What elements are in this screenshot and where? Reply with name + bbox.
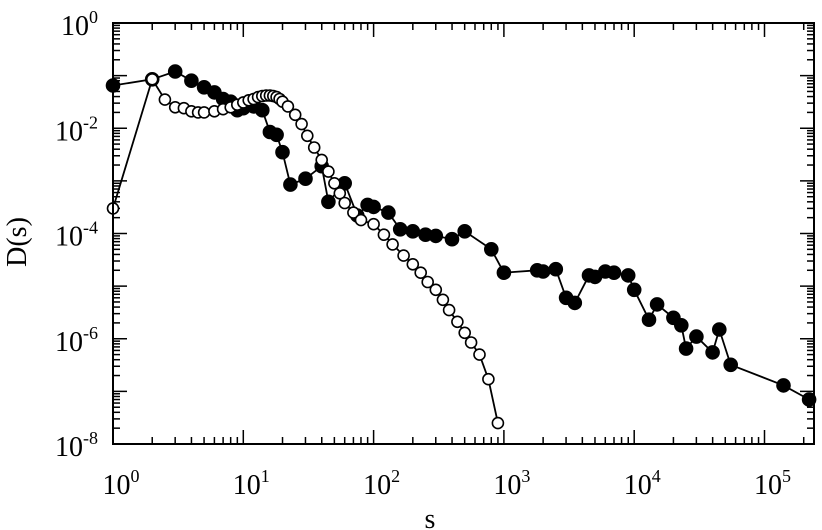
plot-frame [112, 22, 815, 445]
x-axis-label: s [425, 504, 436, 530]
filled-data-point [723, 357, 739, 373]
open-data-point [377, 228, 391, 241]
filled-data-point [283, 177, 298, 192]
open-data-point [451, 315, 464, 329]
x-tick-label: 100 [103, 466, 140, 501]
filled-data-point [428, 228, 444, 244]
open-data-point [482, 372, 495, 386]
open-data-point [295, 117, 308, 131]
open-data-point [429, 283, 443, 297]
filled-data-point [641, 312, 657, 328]
x-ticks [112, 23, 805, 444]
y-tick-labels: 100 10-2 10-4 10-6 10-8 [55, 7, 98, 463]
filled-data-point [298, 171, 313, 186]
open-data-point [491, 416, 505, 430]
open-data-point [328, 177, 341, 190]
open-data-point [386, 238, 399, 251]
filled-data-point [269, 127, 284, 143]
open-data-point [473, 348, 486, 361]
y-tick-label: 100 [61, 7, 98, 42]
x-tick-label: 101 [233, 466, 270, 501]
filled-data-point [711, 322, 727, 337]
open-data-point [347, 206, 360, 219]
series-lines [112, 70, 810, 424]
filled-data-point [444, 231, 460, 247]
filled-data-point [626, 282, 642, 298]
filled-data-point [483, 242, 499, 257]
open-data-point [414, 266, 428, 280]
filled-data-point [673, 317, 689, 333]
open-data-point [421, 275, 435, 289]
open-data-point [354, 213, 368, 227]
open-data-point [367, 217, 380, 231]
filled-data-point [678, 341, 694, 356]
filled-data-point [689, 329, 704, 344]
open-data-point [333, 187, 347, 200]
filled-data-point [392, 222, 408, 237]
filled-data-point [457, 224, 473, 239]
open-data-point [288, 108, 302, 122]
filled-data-point [254, 102, 270, 118]
filled-data-point [275, 144, 290, 160]
open-data-point [281, 100, 295, 113]
open-data-point [397, 249, 410, 262]
filled-data-point [167, 64, 183, 79]
filled-data-point [496, 265, 512, 281]
open-data-point [338, 196, 352, 210]
open-data-point [322, 165, 335, 178]
series-markers [105, 64, 817, 430]
filled-data-point [535, 264, 551, 279]
open-data-point [197, 106, 211, 119]
filled-data-point [405, 224, 421, 239]
filled-data-point [321, 194, 336, 210]
filled-data-point [184, 73, 199, 88]
filled-data-point [381, 205, 396, 220]
filled-data-point [776, 378, 791, 393]
open-data-point [315, 153, 329, 167]
filled-data-point [548, 261, 564, 277]
y-tick-label: 10-4 [55, 218, 98, 253]
open-data-point [307, 141, 321, 154]
filled-data-point [606, 265, 622, 281]
open-data-point [464, 336, 478, 349]
x-tick-label: 105 [754, 466, 791, 501]
y-tick-label: 10-6 [55, 323, 98, 358]
x-tick-label: 104 [624, 466, 661, 501]
x-tick-label: 103 [493, 466, 530, 501]
x-tick-label: 102 [363, 466, 400, 501]
filled-data-point [801, 392, 817, 407]
filled-data-point [705, 345, 720, 360]
x-tick-labels: 100 101 102 103 104 105 [103, 466, 792, 501]
open-data-point [300, 129, 314, 143]
y-tick-label: 10-2 [55, 112, 98, 147]
y-tick-label: 10-8 [55, 428, 98, 463]
open-data-point [436, 293, 450, 307]
open-data-point [442, 303, 456, 317]
filled-data-point [567, 295, 583, 311]
filled-data-point [620, 268, 636, 283]
open-data-point [458, 326, 472, 340]
filled-data-point [366, 199, 381, 215]
y-ticks [113, 24, 814, 445]
y-axis-label: D(s) [2, 217, 33, 267]
filled-data-point [649, 297, 665, 312]
open-data-point [158, 93, 172, 106]
open-data-point [406, 257, 420, 271]
open-data-point [145, 73, 159, 86]
